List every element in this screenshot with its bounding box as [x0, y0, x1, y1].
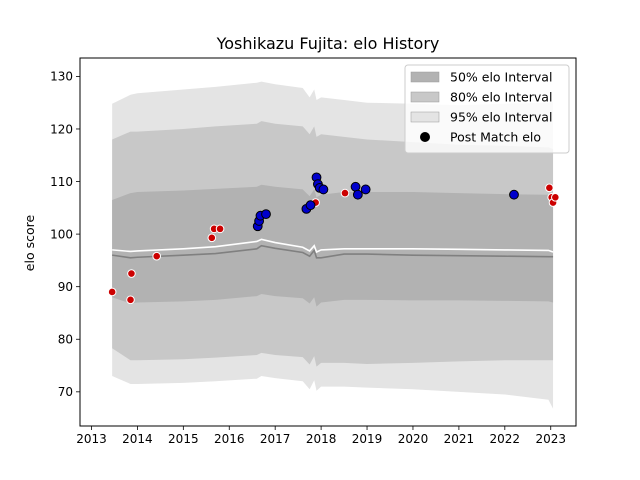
x-tick-label: 2013: [76, 432, 107, 446]
legend-marker-3: [420, 132, 430, 142]
x-tick-label: 2018: [306, 432, 337, 446]
data-point-0-8: [340, 188, 350, 198]
x-tick-label: 2016: [214, 432, 245, 446]
legend-swatch-2: [410, 111, 440, 123]
data-point-0-9: [545, 183, 554, 193]
y-tick-label: 110: [50, 175, 73, 189]
legend-label-2: 95% elo Interval: [450, 110, 552, 125]
x-tick-label: 2020: [398, 432, 429, 446]
y-tick-label: 90: [58, 280, 73, 294]
y-axis-label: elo score: [22, 215, 37, 272]
x-tick-label: 2014: [122, 432, 153, 446]
chart-title: Yoshikazu Fujita: elo History: [216, 34, 440, 53]
mean-line: [112, 244, 554, 259]
plot-frame: [79, 57, 577, 427]
data-point-0-12: [551, 193, 560, 202]
y-tick-label: 130: [50, 70, 73, 84]
data-point-1-11: [352, 189, 363, 200]
legend-label-3: Post Match elo: [450, 130, 541, 145]
legend-label-1: 80% elo Interval: [450, 90, 552, 105]
legend-box: [404, 64, 570, 154]
y-tick-label: 120: [50, 122, 73, 136]
x-tick-label: 2021: [444, 432, 475, 446]
data-point-0-3: [152, 251, 161, 261]
legend-label-0: 50% elo Interval: [450, 70, 552, 85]
legend-swatch-0: [410, 71, 440, 83]
data-point-0-2: [127, 269, 136, 278]
x-tick-label: 2019: [352, 432, 383, 446]
plot-area: [107, 81, 560, 409]
data-point-1-13: [509, 189, 519, 200]
data-point-1-5: [305, 200, 316, 211]
data-point-1-12: [360, 184, 371, 195]
band-50: [112, 184, 554, 307]
x-tick-label: 2023: [535, 432, 566, 446]
data-point-0-0: [107, 287, 117, 297]
y-tick-label: 100: [50, 227, 73, 241]
axes: 2013 2014 2015 2016 2017 2018 2019 2020 2021 2022…: [50, 57, 577, 446]
plot-content: [107, 81, 560, 409]
data-point-0-1: [126, 295, 135, 305]
y-tick-label: 70: [58, 385, 73, 399]
x-tick-label: 2015: [168, 432, 199, 446]
median-line: [112, 238, 554, 254]
x-tick-label: 2017: [260, 432, 291, 446]
x-tick-label: 2022: [490, 432, 521, 446]
data-point-1-3: [261, 209, 271, 220]
y-tick-label: 80: [58, 333, 73, 347]
legend-swatch-1: [410, 91, 440, 103]
data-point-0-4: [207, 233, 217, 243]
legend: 50% elo Interval 80% elo Interval 95% elo …: [404, 64, 570, 154]
data-point-1-9: [318, 184, 329, 195]
data-point-0-6: [215, 224, 225, 234]
